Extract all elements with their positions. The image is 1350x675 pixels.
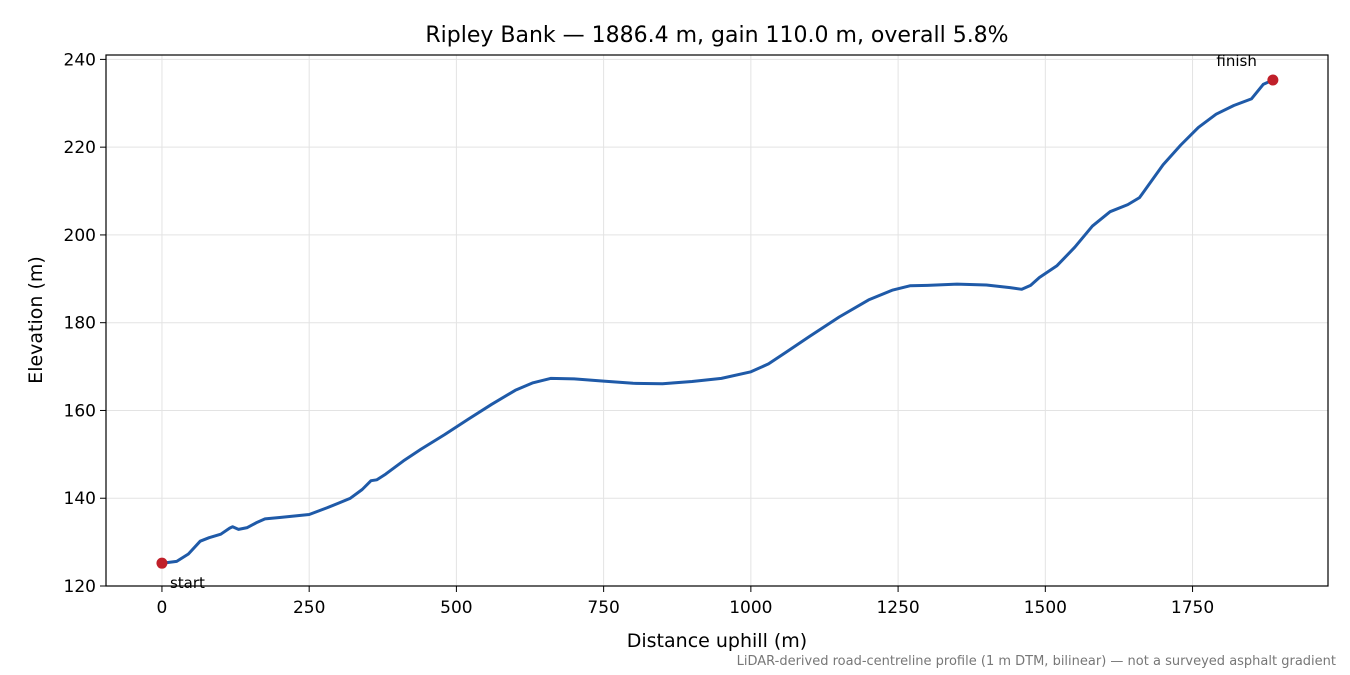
chart-title: Ripley Bank — 1886.4 m, gain 110.0 m, ov…: [425, 23, 1008, 48]
x-axis-label: Distance uphill (m): [627, 630, 807, 652]
y-tick-label: 220: [64, 138, 96, 158]
y-tick-label: 160: [64, 401, 96, 421]
x-tick-label: 1000: [729, 598, 772, 618]
footnote: LiDAR-derived road-centreline profile (1…: [737, 654, 1336, 669]
x-tick-label: 1500: [1024, 598, 1067, 618]
finish-marker: [1267, 74, 1279, 86]
grid: [106, 55, 1328, 587]
x-tick-label: 750: [587, 598, 619, 618]
x-tick-label: 1750: [1171, 598, 1214, 618]
x-tick-label: 1250: [876, 598, 919, 618]
x-tick-label: 500: [440, 598, 472, 618]
y-axis-label: Elevation (m): [25, 256, 47, 384]
y-tick-label: 240: [64, 50, 96, 70]
finish-label: finish: [1216, 52, 1256, 70]
axes-frame: [105, 54, 1329, 587]
y-tick-label: 200: [64, 226, 96, 246]
plot-area: start finish: [156, 52, 1279, 592]
x-axis-ticks: 0 250 500 750 1000 1250 1500 1750: [157, 586, 1214, 618]
x-tick-label: 250: [293, 598, 325, 618]
y-tick-label: 140: [64, 489, 96, 509]
y-tick-label: 120: [64, 577, 96, 597]
x-tick-label: 0: [157, 598, 168, 618]
elevation-line: [160, 78, 1275, 565]
start-marker: [156, 557, 168, 569]
y-axis-ticks: 120 140 160 180 200 220 240: [64, 50, 106, 597]
start-label: start: [170, 574, 205, 592]
y-tick-label: 180: [64, 314, 96, 334]
